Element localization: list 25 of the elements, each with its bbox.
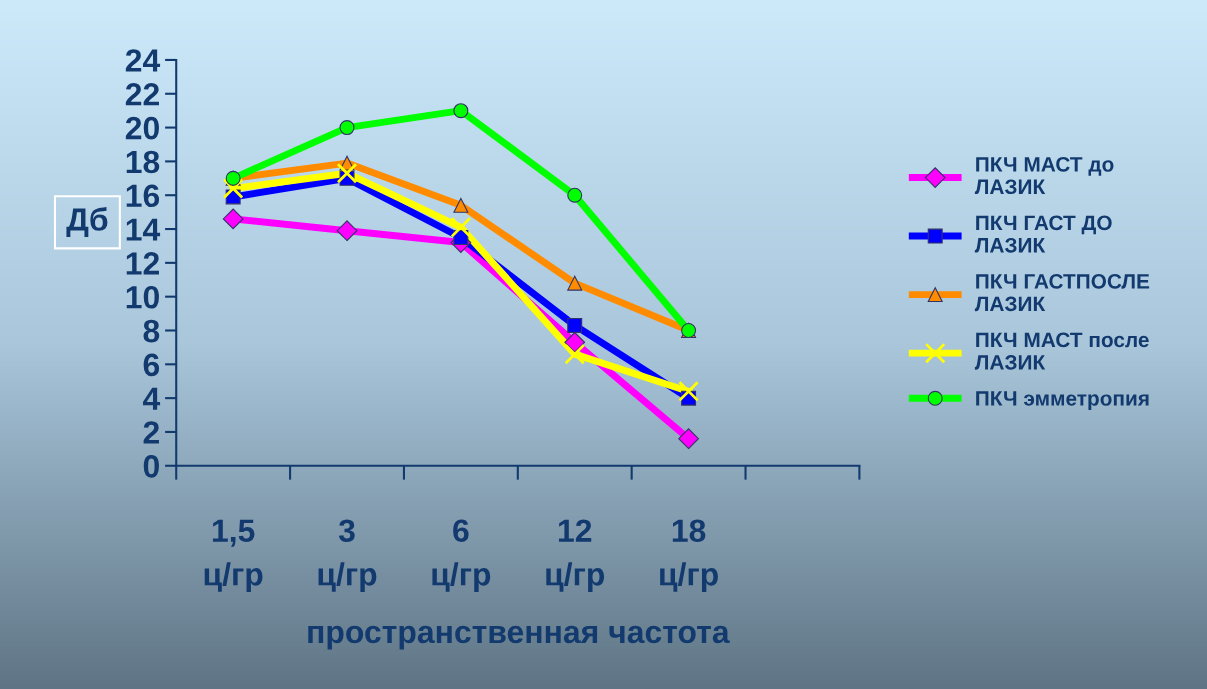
y-tick-label: 18 — [126, 150, 160, 174]
x-tick-label: 1,5 ц/гр — [204, 519, 263, 592]
legend-label: ПКЧ эмметропия — [976, 391, 1149, 410]
y-axis-title: Дб — [66, 207, 108, 237]
y-tick-label: 22 — [125, 83, 159, 106]
x-tick-label: 18 ц/гр — [660, 519, 718, 592]
y-tick-label: 16 — [126, 184, 160, 208]
legend-label: ПКЧ МАСТ до ЛАЗИК — [974, 156, 1114, 195]
x-tick-label: 12 ц/гр — [546, 519, 605, 592]
y-tick-label: 20 — [125, 116, 159, 140]
y-tick-label: 24 — [125, 49, 161, 72]
y-tick-label: 4 — [142, 387, 161, 410]
y-tick-label: 14 — [126, 218, 161, 241]
legend-label: ПКЧ МАСТ после ЛАЗИК — [974, 332, 1149, 370]
legend-label: ПКЧ ГАСТПОСЛЕ ЛАЗИК — [974, 273, 1150, 312]
y-tick-label: 6 — [143, 353, 160, 377]
legend-label: ПКЧ ГАСТ ДО ЛАЗИК — [974, 215, 1112, 253]
x-tick-label: 6 ц/гр — [432, 519, 491, 592]
y-tick-label: 0 — [143, 455, 159, 478]
y-tick-label: 10 — [126, 285, 159, 309]
x-axis-title: пространственная частота — [308, 625, 730, 650]
y-tick-label: 2 — [143, 421, 159, 444]
y-tick-label: 12 — [126, 252, 159, 275]
y-tick-label: 8 — [143, 319, 160, 343]
x-tick-label: 3 ц/гр — [318, 519, 377, 592]
